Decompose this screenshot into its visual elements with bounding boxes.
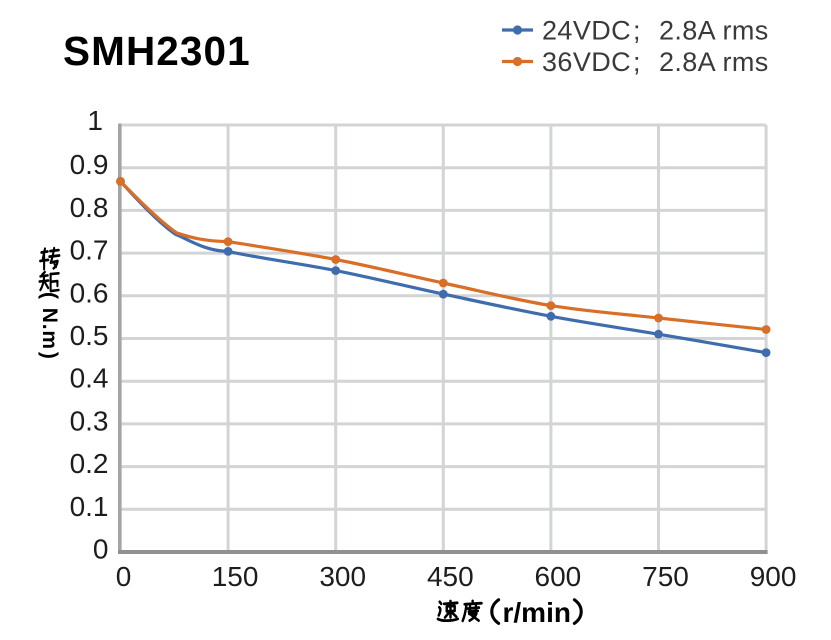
svg-text:0.3: 0.3 xyxy=(70,405,109,436)
svg-text:0.7: 0.7 xyxy=(70,235,109,266)
svg-text:0.6: 0.6 xyxy=(70,277,109,308)
svg-text:r/min: r/min xyxy=(503,597,571,628)
svg-text:0.9: 0.9 xyxy=(70,149,109,180)
svg-text:750: 750 xyxy=(642,561,689,592)
svg-text:450: 450 xyxy=(427,561,474,592)
svg-text:0.2: 0.2 xyxy=(70,448,109,479)
svg-text:SMH2301: SMH2301 xyxy=(63,28,251,74)
svg-text:0.8: 0.8 xyxy=(70,192,109,223)
svg-text:0.1: 0.1 xyxy=(70,491,109,522)
svg-text:600: 600 xyxy=(535,561,582,592)
svg-text:150: 150 xyxy=(212,561,259,592)
svg-text:0: 0 xyxy=(93,534,109,565)
svg-text:0.4: 0.4 xyxy=(70,363,109,394)
svg-text:900: 900 xyxy=(750,561,797,592)
svg-text:0.5: 0.5 xyxy=(70,320,109,351)
svg-text:(N.m): (N.m) xyxy=(38,292,61,360)
svg-text:300: 300 xyxy=(319,561,366,592)
svg-text:0: 0 xyxy=(116,561,132,592)
svg-text:1: 1 xyxy=(87,105,103,136)
